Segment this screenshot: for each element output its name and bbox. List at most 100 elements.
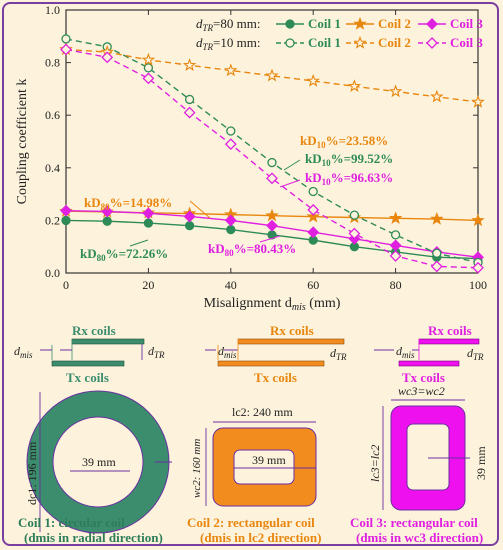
legend-marker xyxy=(353,35,367,49)
coil2-diagram: Rx coils dmis dTR Tx coils lc2: 240 mm 3… xyxy=(187,323,347,545)
coil3-hole xyxy=(406,423,450,491)
data-point xyxy=(306,209,320,223)
legend-group-label: dTR=10 mm: xyxy=(196,35,260,52)
legend-marker xyxy=(285,38,295,48)
coil2-tx-label: Tx coils xyxy=(254,370,297,385)
data-point xyxy=(226,224,236,235)
coil2-caption-1: Coil 2: rectangular coil xyxy=(187,515,315,530)
data-point xyxy=(101,205,114,218)
data-point xyxy=(472,261,484,274)
coil1-caption-2: (dmis in radial direction) xyxy=(24,530,163,545)
x-tick-label: 80 xyxy=(390,278,402,292)
series-5 xyxy=(60,43,484,274)
coil-diagrams: Rx coils dmis dTR Tx coils dc1: 196 mm 3… xyxy=(14,323,488,545)
series-3 xyxy=(61,34,483,268)
legend-label: Coil 1 xyxy=(308,35,341,50)
coil2-hole xyxy=(233,449,295,485)
data-point xyxy=(389,249,402,262)
data-point xyxy=(61,215,71,226)
figure-frame xyxy=(2,2,499,546)
data-point xyxy=(142,72,155,85)
legend-marker xyxy=(426,18,438,30)
data-point xyxy=(60,43,72,56)
legend-label: Coil 3 xyxy=(450,16,483,31)
data-point xyxy=(61,34,71,44)
coil2-rx-label: Rx coils xyxy=(270,323,314,338)
coil1-outer-dim: dc1: 196 mm xyxy=(25,441,39,505)
data-point xyxy=(430,212,444,225)
data-point xyxy=(347,79,362,92)
data-point xyxy=(430,89,444,103)
coil3-caption-2: (dmis in wc3 direction) xyxy=(356,530,483,545)
coil3-diagram: Rx coils dmis dTR Tx coils wc3=wc2 39 mm… xyxy=(350,323,488,545)
coil3-left-dim: lc3=lc2 xyxy=(368,445,382,482)
legend-label: Coil 2 xyxy=(378,35,411,50)
data-point xyxy=(306,73,320,87)
x-axis-label: Misalignment dmis (mm) xyxy=(204,296,341,310)
annotation-leader xyxy=(279,179,301,188)
annotation-label: kD80%=80.43% xyxy=(208,241,296,258)
legend-label: Coil 2 xyxy=(378,16,411,31)
data-point xyxy=(430,260,443,273)
annotation-label: kD80%=14.98% xyxy=(84,195,172,212)
annotation-leader xyxy=(189,200,211,219)
y-tick-label: 0.8 xyxy=(45,56,60,70)
coil1-dmis-label: dmis xyxy=(14,344,33,360)
annotation-leader xyxy=(259,235,281,243)
coil1-rx-bar xyxy=(71,338,145,345)
data-point xyxy=(308,186,318,197)
coil3-top-dim: wc3=wc2 xyxy=(398,384,445,398)
x-tick-label: 100 xyxy=(469,278,487,292)
legend-marker xyxy=(353,16,367,30)
data-point xyxy=(102,216,112,226)
coil3-rx-label: Rx coils xyxy=(428,323,472,338)
data-point xyxy=(183,106,196,119)
coil1-dtr-label: dTR xyxy=(148,344,165,360)
data-point xyxy=(101,51,114,64)
coil3-tx-bar xyxy=(398,360,460,367)
coil3-inner-dim: 39 mm xyxy=(474,446,488,480)
series-line xyxy=(65,48,479,269)
legend-group-label: dTR=80 mm: xyxy=(196,16,260,33)
annotation-label: kD10%=23.58% xyxy=(300,133,388,150)
data-point xyxy=(142,207,155,220)
legend-marker xyxy=(426,37,438,49)
data-point xyxy=(224,214,237,227)
coil2-left-dim: wc2: 160 mm xyxy=(191,439,203,498)
annotation-label: kD10%=99.52% xyxy=(305,151,393,168)
data-point xyxy=(390,230,401,240)
coil3-rx-bar xyxy=(418,338,480,345)
annotation-label: kD10%=96.63% xyxy=(305,170,393,187)
coil1-tx-label: Tx coils xyxy=(66,370,109,385)
annotation-label: kD80%=72.26% xyxy=(80,246,168,263)
coil3-caption-1: Coil 3: rectangular coil xyxy=(350,515,478,530)
y-tick-label: 0.6 xyxy=(45,108,60,122)
data-point xyxy=(226,126,236,136)
x-tick-label: 60 xyxy=(307,278,319,292)
coil3-tx-label: Tx coils xyxy=(402,370,445,385)
coupling-chart: 0 20 40 60 80 100 0.0 0.2 0.4 0.6 0.8 1.0 Misalignme… xyxy=(15,3,487,310)
legend-marker xyxy=(285,19,295,29)
coil2-top-dim: lc2: 240 mm xyxy=(232,405,293,419)
data-point xyxy=(60,204,72,217)
coil1-caption-1: Coil 1: circular coil xyxy=(18,515,125,530)
annotation-leader xyxy=(283,159,301,171)
data-point xyxy=(349,210,360,220)
data-point xyxy=(143,63,154,73)
data-point xyxy=(267,157,277,168)
y-axis-label: Coupling coefficient k xyxy=(15,79,30,205)
data-point xyxy=(224,63,238,77)
data-point xyxy=(265,208,279,222)
data-point xyxy=(141,52,156,66)
legend: dTR=80 mm: Coil 1 Coil 2 Coil 3 dTR=10 mm: Co… xyxy=(196,16,483,52)
coil1-rx-label: Rx coils xyxy=(72,323,116,338)
data-point xyxy=(183,210,196,223)
y-tick-label: 0.4 xyxy=(45,161,60,175)
data-point xyxy=(224,138,237,151)
data-point xyxy=(266,172,278,185)
data-point xyxy=(471,94,485,108)
coil1-diagram: Rx coils dmis dTR Tx coils dc1: 196 mm 3… xyxy=(14,323,172,545)
data-point xyxy=(182,58,197,71)
coil2-dmis-label: dmis xyxy=(218,344,237,360)
coil2-tx-bar xyxy=(217,360,325,367)
